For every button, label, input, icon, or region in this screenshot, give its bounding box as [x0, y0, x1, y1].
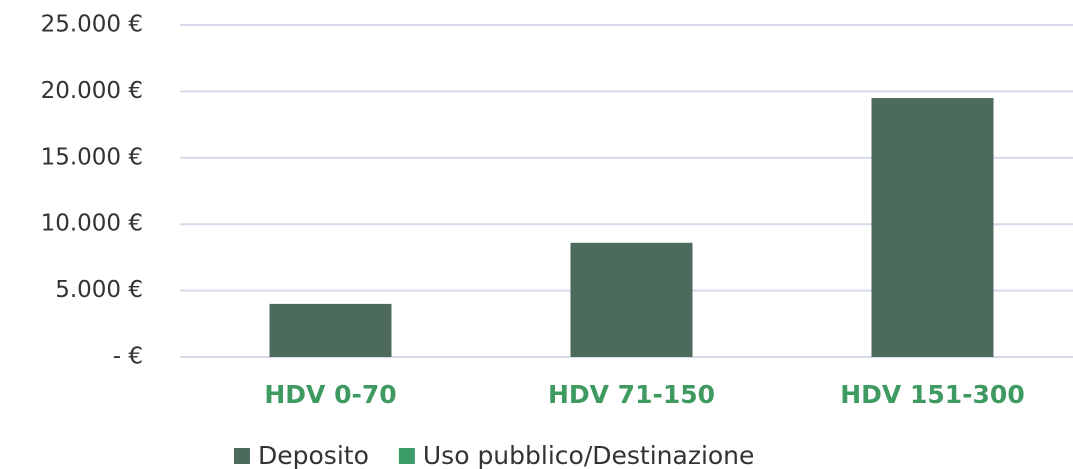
- y-tick-label: 25.000 €: [41, 12, 143, 38]
- y-tick-label: 5.000 €: [55, 277, 143, 303]
- legend-label: Deposito: [258, 441, 369, 469]
- legend-swatch: [234, 448, 250, 464]
- y-tick-label: 10.000 €: [41, 211, 143, 237]
- bar: [269, 303, 392, 357]
- y-tick-label: 15.000 €: [41, 144, 143, 170]
- bar: [871, 98, 994, 357]
- y-tick-label: - €: [113, 344, 143, 370]
- bar: [570, 242, 693, 357]
- legend-label: Uso pubblico/Destinazione: [423, 441, 755, 469]
- x-tick-label: HDV 151-300: [840, 380, 1024, 409]
- legend-swatch: [398, 448, 415, 464]
- y-tick-label: 20.000 €: [41, 78, 143, 104]
- x-tick-label: HDV 0-70: [264, 380, 396, 409]
- x-tick-label: HDV 71-150: [548, 380, 715, 409]
